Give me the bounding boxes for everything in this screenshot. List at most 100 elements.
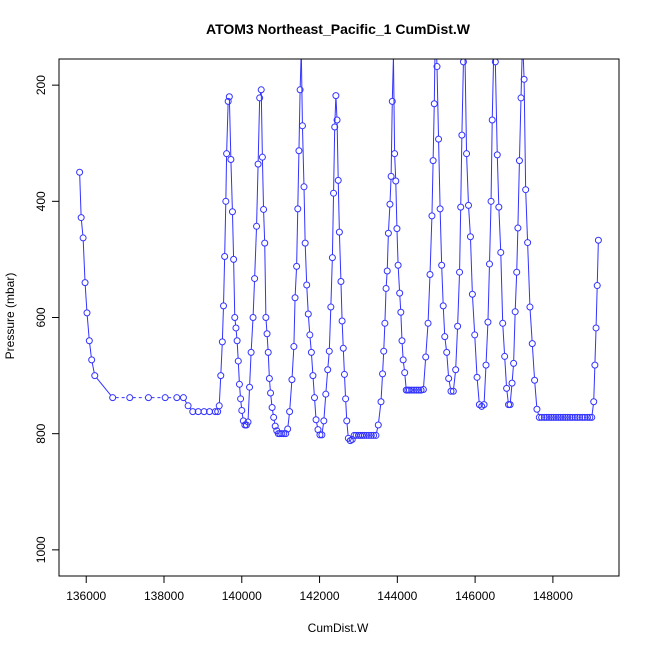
data-point	[557, 413, 565, 421]
data-point	[422, 353, 430, 361]
data-point	[76, 168, 84, 176]
data-point	[343, 417, 351, 425]
data-point	[435, 135, 443, 143]
data-point	[200, 408, 208, 416]
x-axis: 136000 138000 140000 142000 144000 146000 1480…	[66, 576, 573, 603]
data-point	[81, 279, 89, 287]
series-line-segment	[531, 346, 535, 378]
series-line-segment	[96, 377, 112, 396]
data-point	[244, 418, 252, 426]
series-line-segment	[453, 372, 456, 389]
data-point	[267, 389, 275, 397]
data-point	[271, 422, 279, 430]
data-point	[342, 395, 350, 403]
data-point	[487, 197, 495, 205]
data-point	[325, 347, 333, 355]
series-line-segment	[490, 122, 493, 199]
series-line-segment	[591, 404, 594, 415]
data-point	[573, 413, 581, 421]
series-line-segment	[235, 330, 238, 338]
series-line-segment	[468, 208, 471, 234]
data-point	[246, 383, 254, 391]
series-line-segment	[509, 386, 513, 402]
data-point	[234, 357, 242, 365]
series-line-segment	[514, 275, 518, 309]
series-line-segment	[272, 410, 274, 415]
data-point	[443, 348, 451, 356]
series-line-segment	[442, 308, 446, 334]
series-line-segment	[340, 284, 343, 319]
data-point	[334, 176, 342, 184]
data-point	[445, 374, 453, 382]
data-point	[374, 421, 382, 429]
series-line-segment	[399, 296, 402, 310]
series-line-segment	[425, 326, 429, 355]
data-point	[358, 431, 366, 439]
data-point	[278, 430, 286, 438]
data-point	[333, 116, 341, 124]
series-layer	[76, 59, 602, 445]
series-line-segment	[403, 362, 405, 370]
series-line-segment	[389, 179, 392, 202]
series-line-segment	[309, 337, 312, 350]
series-line-segment	[323, 397, 327, 418]
series-line-segment	[334, 98, 337, 124]
data-point	[331, 123, 339, 131]
series-line-segment	[446, 355, 449, 376]
data-point	[506, 401, 514, 409]
series-line-segment	[444, 339, 447, 350]
data-point	[218, 338, 226, 346]
data-point	[304, 310, 312, 318]
data-point	[262, 314, 270, 321]
data-point	[290, 343, 298, 351]
series-line-segment	[80, 220, 84, 235]
series-line-segment	[378, 404, 382, 423]
series-line-segment	[534, 383, 538, 407]
data-point	[253, 222, 261, 230]
data-point	[144, 394, 152, 402]
data-point	[383, 267, 391, 275]
data-point	[540, 413, 548, 421]
series-line-segment	[496, 157, 500, 205]
data-point	[338, 317, 346, 325]
data-point	[88, 356, 96, 364]
series-line-segment	[241, 413, 244, 419]
data-point	[382, 284, 390, 292]
series-line-segment	[474, 337, 478, 375]
x-tick-label: 148000	[533, 589, 573, 603]
data-point	[493, 151, 501, 159]
data-point	[559, 413, 567, 421]
data-point	[511, 308, 519, 316]
data-point	[401, 369, 409, 377]
series-line-segment	[331, 196, 335, 255]
data-point	[564, 413, 572, 421]
data-point	[584, 413, 591, 421]
data-point	[221, 253, 229, 261]
data-point	[586, 413, 594, 421]
data-point	[491, 59, 499, 66]
data-point	[231, 314, 239, 321]
data-point	[265, 374, 273, 382]
series-line-segment	[333, 129, 336, 191]
series-line-segment	[388, 207, 391, 231]
data-point	[528, 340, 536, 348]
series-line-segment	[342, 351, 345, 372]
data-point	[510, 359, 518, 367]
series-line-segment	[448, 381, 451, 389]
data-point	[324, 366, 332, 374]
series-line-segment	[237, 364, 240, 382]
data-point	[535, 413, 543, 421]
series-line-segment	[596, 243, 599, 283]
series-line-segment	[395, 183, 398, 226]
data-point	[318, 431, 326, 439]
data-point	[458, 131, 466, 139]
series-line-segment	[470, 239, 473, 292]
series-line-segment	[263, 212, 266, 241]
data-point	[109, 394, 117, 402]
series-line-segment	[390, 104, 393, 174]
data-point	[384, 229, 392, 237]
data-point	[380, 347, 388, 355]
series-line-segment	[250, 320, 254, 350]
y-tick-label: 200	[34, 75, 48, 95]
